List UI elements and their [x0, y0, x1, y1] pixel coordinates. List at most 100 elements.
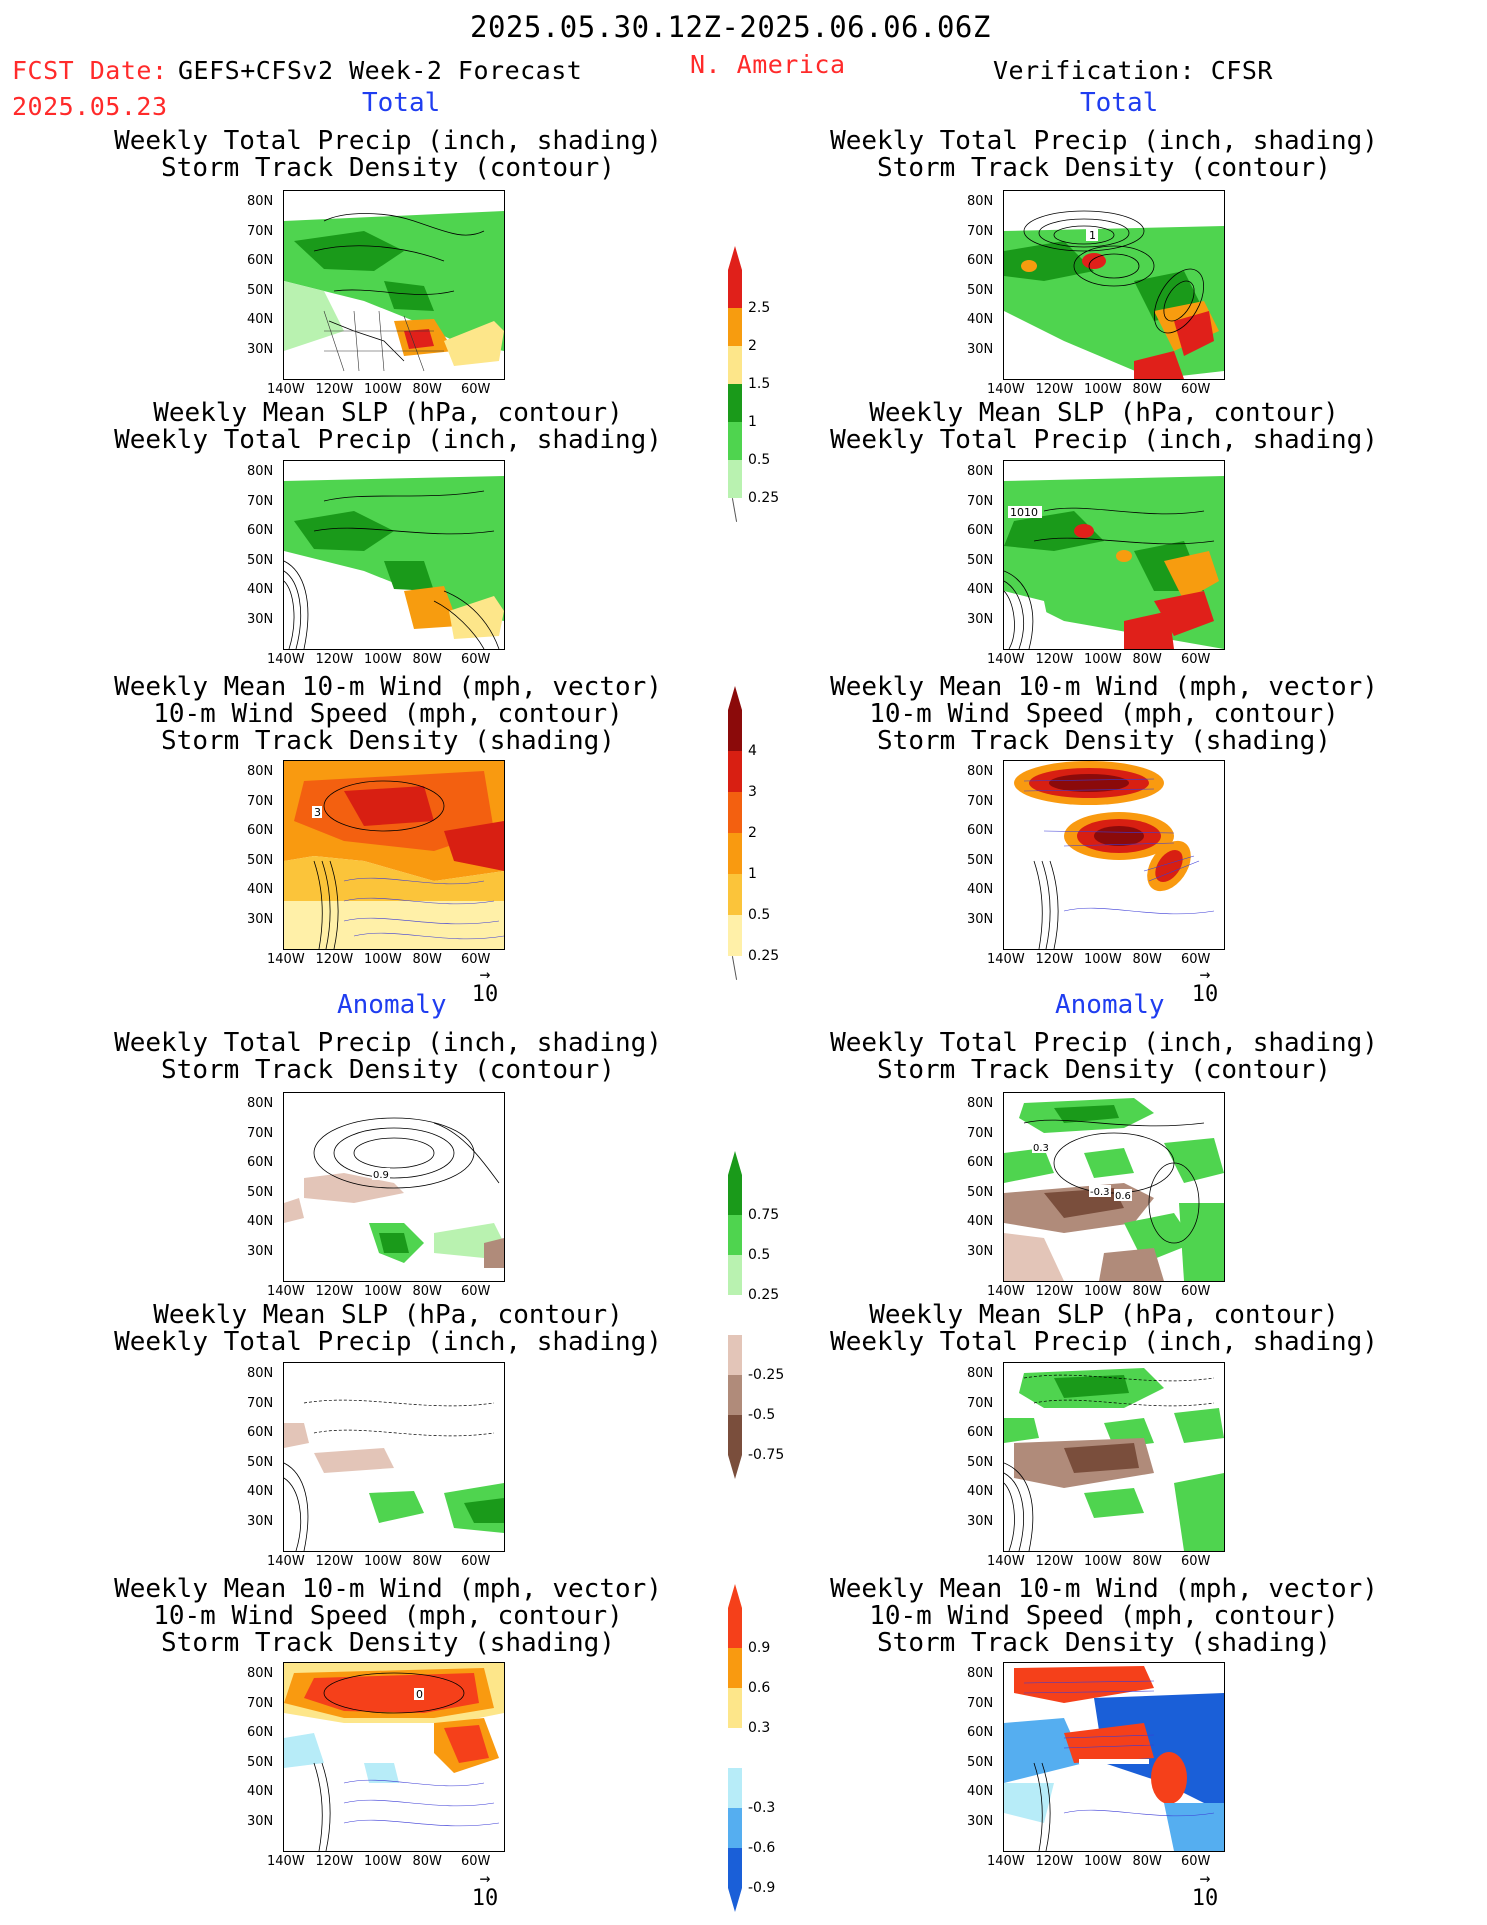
map-obs-wind-storm-anom [1003, 1662, 1225, 1852]
lat-tick-label: 70N [967, 1395, 994, 1411]
title-fc-slp-precip-anom: Weekly Mean SLP (hPa, contour) Weekly To… [114, 1300, 662, 1357]
colorbar-label: 0.25 [748, 1287, 780, 1303]
lon-tick-label: 60W [461, 1554, 491, 1569]
colorbar-label: 2.5 [748, 300, 771, 316]
contour-label: -0.3 [1090, 1187, 1110, 1198]
lon-tick-label: 120W [1035, 952, 1074, 967]
lat-tick-label: 40N [247, 882, 274, 897]
fcst-model: GEFS+CFSv2 Week-2 Forecast [178, 56, 583, 85]
lon-tick-label: 80W [1132, 652, 1162, 667]
lon-tick-label: 120W [1035, 1284, 1074, 1299]
colorbar-label: 3 [748, 784, 757, 800]
lat-tick-label: 80N [967, 764, 994, 779]
colorbar-segment [728, 1255, 742, 1295]
lat-tick-label: 60N [967, 1425, 994, 1440]
colorbar-label: 0.5 [748, 907, 771, 923]
section-total-left: Total [362, 88, 441, 118]
lon-tick-label: 60W [461, 1284, 491, 1299]
lat-tick-label: 30N [247, 1513, 274, 1529]
lat-tick-label: 80N [967, 194, 994, 209]
colorbar-segment [728, 460, 742, 498]
lat-tick-label: 80N [247, 764, 274, 779]
lat-tick-label: 80N [247, 1666, 274, 1681]
lon-tick-label: 100W [1084, 382, 1122, 397]
colorbar-segment [728, 751, 742, 792]
colorbar-segment [728, 1768, 742, 1808]
lat-tick-label: 30N [967, 1513, 994, 1529]
lon-tick-label: 120W [315, 1284, 354, 1299]
lon-tick-label: 80W [412, 382, 442, 397]
lat-tick-label: 40N [967, 1784, 994, 1799]
colorbar-segment [728, 1295, 742, 1335]
lat-tick-label: 70N [967, 493, 994, 509]
colorbar-label: -0.3 [748, 1800, 776, 1816]
lon-tick-label: 80W [1132, 1554, 1162, 1569]
lon-tick-label: 60W [1181, 652, 1211, 667]
lat-tick-label: 70N [967, 223, 994, 239]
lat-tick-label: 80N [247, 1096, 274, 1111]
lat-tick-label: 40N [967, 882, 994, 897]
colorbar-arrow-bottom [728, 1888, 742, 1912]
title-fc-wind-storm-total: Weekly Mean 10-m Wind (mph, vector) 10-m… [114, 672, 662, 756]
vector-ref-value: 10 [1191, 1886, 1219, 1911]
lat-tick-label: 80N [247, 464, 274, 479]
lon-tick-label: 80W [412, 652, 442, 667]
lon-tick-label: 80W [412, 1554, 442, 1569]
fcst-date-label: FCST Date: [12, 56, 168, 85]
lat-tick-label: 40N [247, 1484, 274, 1499]
section-anomaly-right: Anomaly [1055, 990, 1165, 1020]
title-fc-slp-precip-total: Weekly Mean SLP (hPa, contour) Weekly To… [114, 398, 662, 455]
lat-tick-label: 60N [247, 823, 274, 838]
lon-tick-label: 140W [267, 1284, 305, 1299]
lat-tick-label: 70N [967, 1125, 994, 1141]
lon-tick-label: 60W [461, 1854, 491, 1869]
lon-tick-label: 140W [267, 1854, 305, 1869]
lon-tick-label: 140W [987, 1854, 1025, 1869]
lat-tick-label: 50N [247, 852, 274, 868]
lon-tick-label: 80W [412, 1284, 442, 1299]
lat-tick-label: 50N [247, 1754, 274, 1770]
verification-label: Verification: CFSR [993, 56, 1273, 85]
contour-label: 1010 [1010, 506, 1038, 519]
section-anomaly-left: Anomaly [337, 990, 447, 1020]
section-total-right: Total [1080, 88, 1159, 118]
colorbar-segment [728, 422, 742, 460]
lat-tick-label: 40N [967, 1214, 994, 1229]
lat-tick-label: 30N [967, 1813, 994, 1829]
colorbar-segment [728, 308, 742, 346]
colorbar-label: 0.3 [748, 1720, 771, 1736]
lon-tick-label: 100W [364, 1284, 402, 1299]
lat-tick-label: 70N [247, 223, 274, 239]
lat-tick-label: 70N [247, 793, 274, 809]
lon-tick-label: 120W [315, 382, 354, 397]
lon-tick-label: 120W [1035, 382, 1074, 397]
map-obs-wind-storm-total [1003, 760, 1225, 950]
lon-tick-label: 120W [1035, 1554, 1074, 1569]
lon-tick-label: 100W [364, 382, 402, 397]
colorbar-segment [728, 1335, 742, 1375]
lat-tick-label: 40N [967, 1484, 994, 1499]
vector-ref-value: 10 [1191, 982, 1219, 1007]
lon-tick-label: 120W [1035, 652, 1074, 667]
lat-tick-label: 60N [967, 523, 994, 538]
lat-tick-label: 50N [967, 1184, 994, 1200]
title-obs-slp-precip-anom: Weekly Mean SLP (hPa, contour) Weekly To… [830, 1300, 1378, 1357]
map-fc-slp-precip-anom [283, 1362, 505, 1552]
lat-tick-label: 30N [247, 1243, 274, 1259]
fcst-date: 2025.05.23 [12, 92, 168, 121]
lon-tick-label: 100W [364, 652, 402, 667]
lon-tick-label: 60W [1181, 382, 1211, 397]
contour-label: 1 [1089, 229, 1096, 242]
colorbar-segment [728, 1848, 742, 1888]
lat-tick-label: 30N [247, 611, 274, 627]
colorbar-label: 1 [748, 414, 757, 430]
colorbar-segment [728, 710, 742, 751]
lat-tick-label: 50N [247, 1454, 274, 1470]
lon-tick-label: 60W [1181, 1554, 1211, 1569]
colorbar-label: 0.25 [748, 948, 780, 964]
colorbar-segment [728, 346, 742, 384]
lon-tick-label: 80W [412, 952, 442, 967]
title-obs-slp-precip-total: Weekly Mean SLP (hPa, contour) Weekly To… [830, 398, 1378, 455]
vector-reference-left-total: → 10 [465, 966, 505, 1008]
colorbar-label: -0.25 [748, 1367, 785, 1383]
